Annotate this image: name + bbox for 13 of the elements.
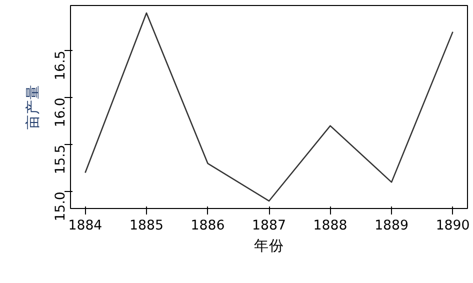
x-tick-label: 1890 xyxy=(436,218,470,234)
y-tick-label: 15.0 xyxy=(54,192,68,222)
x-tick-label: 1888 xyxy=(313,218,348,234)
y-tick-label: 15.5 xyxy=(54,144,68,174)
x-tick-label: 1887 xyxy=(252,218,286,234)
y-tick-label: 16.5 xyxy=(54,50,68,80)
x-tick-label: 1886 xyxy=(190,218,225,234)
y-axis-title: 亩产量 xyxy=(24,84,42,130)
x-tick-label: 1885 xyxy=(130,218,164,234)
x-axis-title: 年份 xyxy=(254,238,284,254)
x-tick-label: 1884 xyxy=(68,218,102,234)
y-tick-label: 16.0 xyxy=(54,98,68,128)
x-tick-label: 1889 xyxy=(374,218,408,234)
